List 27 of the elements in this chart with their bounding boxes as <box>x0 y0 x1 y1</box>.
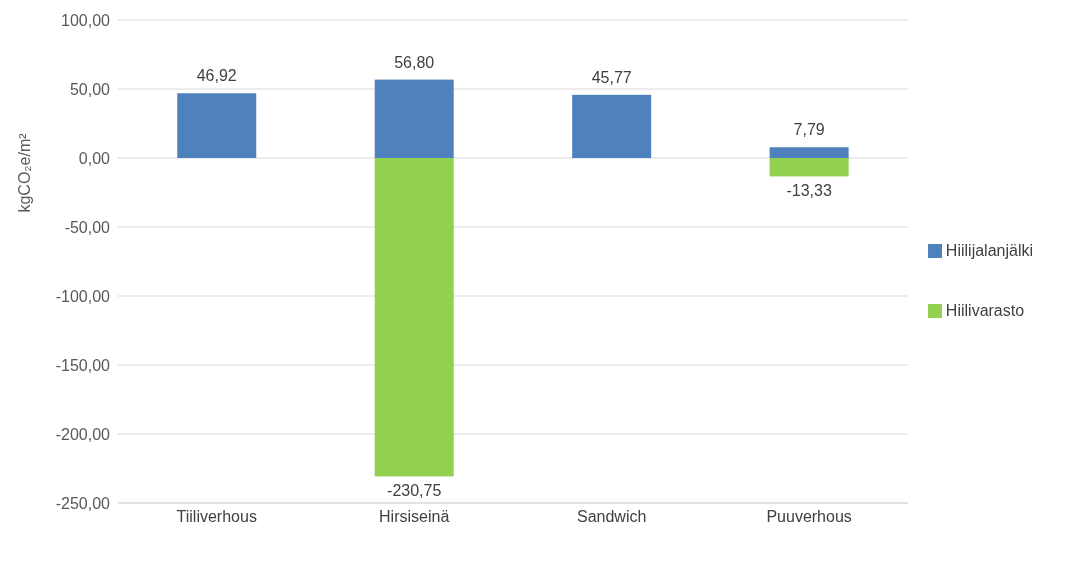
y-tick-label: 0,00 <box>78 149 111 167</box>
bar <box>374 158 454 477</box>
bar <box>769 158 849 177</box>
y-tick-label: -100,00 <box>55 287 111 305</box>
legend-label: Hiilivarasto <box>945 301 1025 319</box>
bar <box>769 147 849 158</box>
data-label: 56,80 <box>394 53 435 71</box>
bar <box>177 93 257 158</box>
y-tick-label: -200,00 <box>55 425 111 443</box>
x-tick-label: Hirsiseinä <box>379 508 450 526</box>
x-tick-label: Tiiliverhous <box>176 508 257 526</box>
x-tick-label: Sandwich <box>576 508 647 526</box>
legend-label: Hiilijalanjälki <box>945 241 1033 259</box>
data-label: 45,77 <box>591 68 632 86</box>
y-axis-title: kgCO₂e/m² <box>16 132 33 213</box>
data-label: -13,33 <box>786 182 832 200</box>
y-tick-label: 100,00 <box>61 11 111 29</box>
bar <box>374 79 454 158</box>
data-label: 46,92 <box>196 67 237 85</box>
bar <box>572 94 652 158</box>
y-tick-label: -250,00 <box>55 494 111 512</box>
y-tick-label: -150,00 <box>55 356 111 374</box>
data-label: 7,79 <box>793 121 825 139</box>
x-tick-label: Puuverhous <box>766 508 852 526</box>
y-tick-label: 50,00 <box>69 80 111 98</box>
data-label: -230,75 <box>387 482 442 500</box>
y-tick-label: -50,00 <box>64 218 111 236</box>
